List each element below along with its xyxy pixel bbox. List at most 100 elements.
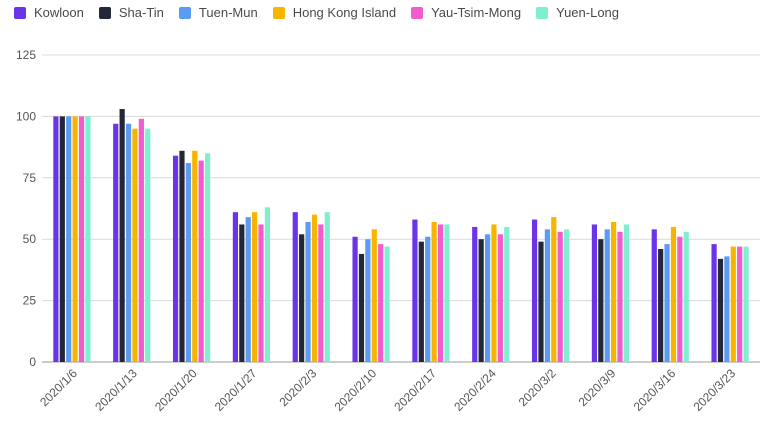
bar [198, 160, 204, 362]
bar [683, 231, 689, 362]
x-tick-label: 2020/2/17 [391, 366, 439, 414]
bar [53, 116, 59, 363]
x-tick-label: 2020/2/10 [332, 366, 380, 414]
bar [544, 229, 550, 362]
bar [305, 222, 311, 362]
legend-label: Kowloon [34, 5, 84, 20]
bar [264, 207, 271, 362]
bar [425, 236, 431, 362]
x-tick-label: 2020/1/20 [152, 366, 200, 414]
bar [730, 246, 736, 362]
bar [611, 222, 617, 362]
bar [204, 153, 211, 362]
legend-item: Tuen-Mun [178, 5, 258, 20]
bar [371, 229, 377, 362]
bar [59, 116, 65, 363]
legend-item: Hong Kong Island [272, 5, 397, 20]
bar [418, 241, 424, 362]
x-tick-label: 2020/3/9 [576, 366, 619, 409]
y-tick-label: 50 [23, 232, 37, 246]
bar [72, 116, 78, 363]
bar [358, 253, 365, 362]
bar [352, 236, 358, 362]
bar [299, 234, 305, 362]
legend-label: Hong Kong Island [292, 5, 397, 20]
bar [737, 246, 743, 362]
bar [437, 224, 444, 362]
bar [311, 214, 318, 362]
legend-item: Yuen-Long [536, 5, 619, 20]
x-tick-label: 2020/1/27 [212, 366, 260, 414]
bar [365, 239, 371, 362]
bar [591, 224, 598, 362]
bar [563, 229, 570, 362]
bar [245, 217, 251, 362]
bar [232, 212, 239, 362]
bar [538, 241, 544, 362]
bar [557, 231, 563, 362]
bar [604, 229, 610, 362]
bar [113, 123, 119, 362]
y-tick-label: 75 [23, 171, 37, 185]
bar [658, 249, 664, 362]
bar [292, 212, 298, 362]
x-tick-label: 2020/3/16 [631, 366, 679, 414]
bar [598, 239, 604, 362]
bar [677, 236, 683, 362]
legend-swatch [272, 6, 285, 19]
bar [478, 239, 484, 362]
chart-legend: Kowloon Sha-Tin Tuen-Mun Hong Kong Island Ya… [14, 5, 634, 20]
bar [444, 224, 450, 362]
bar [132, 128, 138, 362]
bar [66, 116, 72, 363]
bar [472, 226, 478, 362]
bar [239, 224, 245, 362]
bar [623, 224, 630, 362]
y-tick-label: 100 [16, 109, 36, 123]
bar [412, 219, 418, 362]
legend-swatch [98, 6, 111, 19]
bar [431, 222, 437, 362]
legend-label: Yuen-Long [556, 5, 620, 20]
x-tick-label: 2020/2/3 [276, 366, 319, 409]
bar [78, 116, 85, 363]
bar [324, 212, 330, 362]
bar [651, 229, 657, 362]
y-tick-label: 0 [29, 355, 36, 369]
y-tick-label: 25 [23, 294, 37, 308]
bar [85, 116, 91, 363]
bar [258, 224, 264, 362]
x-tick-label: 2020/3/2 [516, 366, 559, 409]
bar [724, 256, 730, 362]
bar [551, 217, 557, 362]
bar [179, 150, 185, 362]
bar [491, 224, 497, 362]
bar [497, 234, 503, 362]
bar [531, 219, 538, 362]
bar [145, 128, 151, 362]
bar [138, 118, 144, 362]
bar [125, 123, 132, 362]
legend-item: Yau-Tsim-Mong [411, 5, 521, 20]
bar [252, 212, 258, 362]
bar [378, 244, 384, 362]
bar [192, 150, 198, 362]
bar [119, 109, 125, 362]
legend-swatch [411, 6, 424, 19]
legend-swatch [14, 6, 26, 19]
bar [743, 246, 749, 362]
bar [717, 258, 724, 362]
bar [384, 246, 390, 362]
bar [670, 226, 677, 362]
legend-swatch [178, 6, 191, 19]
x-tick-label: 2020/2/24 [451, 366, 499, 414]
x-tick-label: 2020/1/6 [37, 366, 80, 409]
legend-item: Sha-Tin [98, 5, 164, 20]
bar [504, 226, 510, 362]
x-tick-label: 2020/1/13 [92, 366, 140, 414]
bar [617, 231, 623, 362]
legend-label: Sha-Tin [118, 5, 164, 20]
legend-label: Tuen-Mun [198, 5, 258, 20]
legend-label: Yau-Tsim-Mong [431, 5, 522, 20]
bar [318, 224, 324, 362]
